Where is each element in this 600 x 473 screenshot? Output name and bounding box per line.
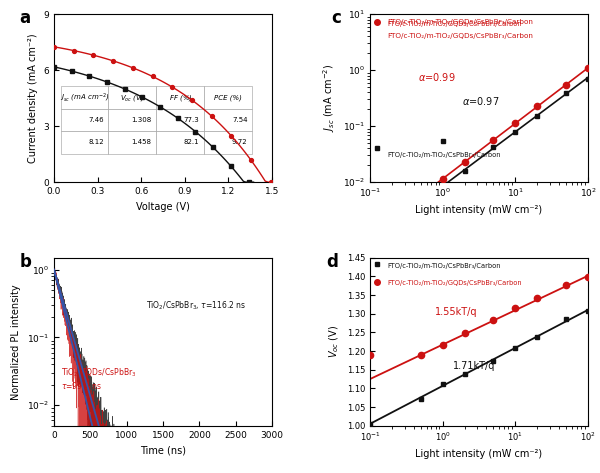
Y-axis label: Current density (mA cm⁻²): Current density (mA cm⁻²): [28, 34, 38, 163]
Text: a: a: [19, 9, 30, 27]
Y-axis label: $V_{oc}$ (V): $V_{oc}$ (V): [328, 325, 341, 359]
X-axis label: Light intensity (mW cm⁻²): Light intensity (mW cm⁻²): [415, 205, 542, 215]
Text: FTO/c-TiO₂/m-TiO₂/GQDs/CsPbBr₃/Carbon: FTO/c-TiO₂/m-TiO₂/GQDs/CsPbBr₃/Carbon: [388, 33, 533, 39]
Text: $\alpha$=0.99: $\alpha$=0.99: [418, 71, 455, 83]
Text: d: d: [326, 253, 338, 271]
Text: b: b: [19, 253, 31, 271]
Text: FTO/c-TiO₂/m-TiO₂/CsPbBr₃/Carbon: FTO/c-TiO₂/m-TiO₂/CsPbBr₃/Carbon: [388, 263, 501, 269]
X-axis label: Light intensity (mW cm⁻²): Light intensity (mW cm⁻²): [415, 448, 542, 458]
X-axis label: Voltage (V): Voltage (V): [136, 201, 190, 211]
Text: FTO/c-TiO₂/m-TiO₂/GQDs/CsPbBr₃/Carbon: FTO/c-TiO₂/m-TiO₂/GQDs/CsPbBr₃/Carbon: [388, 19, 533, 25]
Text: TiO$_2$/CsPbBr$_3$, $\tau$=116.2 ns: TiO$_2$/CsPbBr$_3$, $\tau$=116.2 ns: [146, 299, 245, 312]
Text: $\alpha$=0.97: $\alpha$=0.97: [461, 95, 499, 107]
Text: TiO$_2$/GQDs/CsPbBr$_3$: TiO$_2$/GQDs/CsPbBr$_3$: [61, 366, 136, 379]
Text: FTO/c-TiO₂/m-TiO₂/GQDs/CsPbBr₃/Carbon: FTO/c-TiO₂/m-TiO₂/GQDs/CsPbBr₃/Carbon: [388, 21, 522, 27]
Text: FTO/c-TiO₂/m-TiO₂/CsPbBr₃/Carbon: FTO/c-TiO₂/m-TiO₂/CsPbBr₃/Carbon: [388, 152, 501, 158]
Text: FTO/c-TiO₂/m-TiO₂/GQDs/CsPbBr₃/Carbon: FTO/c-TiO₂/m-TiO₂/GQDs/CsPbBr₃/Carbon: [388, 280, 522, 286]
Text: 1.55kT/q: 1.55kT/q: [436, 307, 478, 317]
Text: c: c: [331, 9, 341, 27]
X-axis label: Time (ns): Time (ns): [140, 445, 186, 455]
Text: 1.71kT/q: 1.71kT/q: [453, 360, 495, 370]
Y-axis label: Normalized PL intensity: Normalized PL intensity: [11, 284, 21, 400]
Y-axis label: $J_{sc}$ (mA cm$^{-2}$): $J_{sc}$ (mA cm$^{-2}$): [322, 64, 337, 132]
Text: $\tau$=99.3 ns: $\tau$=99.3 ns: [61, 380, 101, 391]
